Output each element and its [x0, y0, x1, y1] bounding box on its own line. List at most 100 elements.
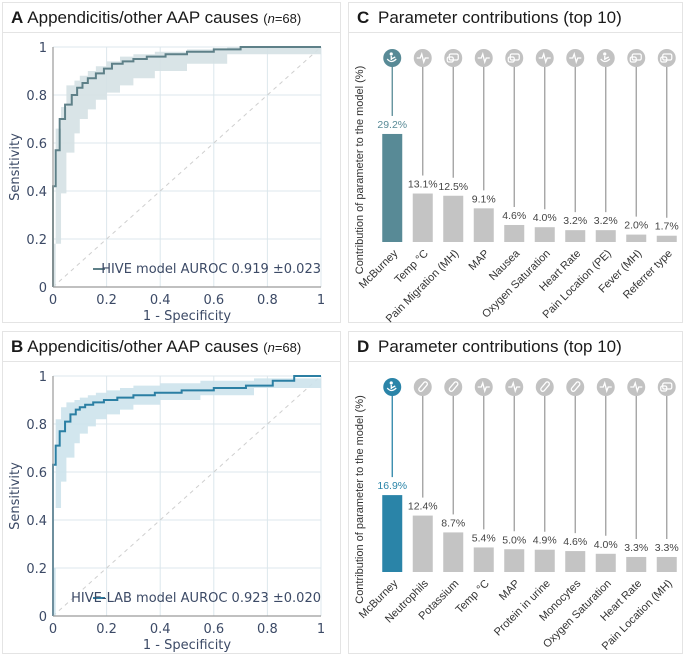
bar-value-label: 8.7% [441, 517, 465, 529]
roc-curve [52, 46, 321, 287]
sample-size: (n=68) [263, 11, 302, 26]
bar-value-label: 12.5% [438, 181, 468, 193]
x-tick-label: 0 [49, 293, 57, 308]
category-label: MAP [497, 578, 522, 603]
bar-value-label: 3.3% [655, 542, 679, 554]
bar-value-label: 5.4% [472, 532, 496, 544]
icon-glyph [660, 56, 668, 63]
bar [504, 224, 525, 242]
bar [443, 532, 464, 572]
lab-test-tube-icon [566, 378, 585, 396]
confidence-band [53, 376, 321, 616]
category-label: MAP [467, 248, 492, 273]
x-tick-label: 1 [317, 293, 325, 308]
panel-a-title: A Appendicitis/other AAP causes (n=68) [11, 8, 301, 28]
chart-title: Appendicitis/other AAP causes [27, 337, 259, 356]
bar [382, 133, 403, 242]
bar [504, 549, 525, 572]
y-tick-label: 0.8 [26, 418, 47, 433]
y-tick-label: 0.2 [26, 562, 47, 577]
y-tick-label: 0.6 [26, 137, 47, 152]
bar [382, 495, 403, 572]
icon-glyph [603, 52, 607, 56]
chance-diagonal [52, 375, 322, 617]
panel-b-header: B Appendicitis/other AAP causes (n=68) [3, 332, 340, 362]
panel-letter: B [11, 337, 24, 356]
lab-test-tube-icon [535, 378, 554, 396]
panel-letter: D [357, 337, 370, 356]
bar-value-label: 4.0% [594, 539, 618, 551]
panel-a: A Appendicitis/other AAP causes (n=68) 0 0… [2, 2, 341, 324]
bar-value-label: 29.2% [377, 119, 407, 131]
bar-group: 9.1% MAP [467, 49, 496, 273]
bar [565, 230, 586, 242]
panel-d: D Parameter contributions (top 10) Contr… [348, 331, 683, 654]
x-tick-label: 0.4 [150, 293, 171, 308]
icon-glyph [508, 380, 521, 394]
x-tick-label: 0.6 [203, 293, 224, 308]
icon-glyph [389, 381, 393, 385]
bar-value-label: 3.2% [563, 215, 587, 227]
bar [626, 234, 647, 242]
y-axis-title: Contribution of parameter to the model (… [354, 395, 366, 604]
legend-label: HIVE-LAB model AUROC 0.923 ±0.020 [71, 591, 321, 606]
bar-value-label: 13.1% [408, 179, 438, 191]
lab-test-tube-icon [413, 378, 432, 396]
panel-d-title: D Parameter contributions (top 10) [357, 337, 622, 357]
x-axis-title: 1 - Specificity [143, 638, 232, 653]
bar [412, 515, 433, 572]
icon-glyph [386, 56, 397, 63]
y-tick-label: 0 [39, 610, 47, 625]
chart-title: Appendicitis/other AAP causes [27, 8, 259, 27]
x-tick-label: 1 [317, 622, 325, 637]
bar [443, 195, 464, 242]
bar-value-label: 2.0% [624, 220, 648, 232]
chart-title: Parameter contributions (top 10) [378, 337, 622, 356]
bar-value-label: 3.3% [624, 542, 648, 554]
x-tick-label: 0.8 [257, 622, 278, 637]
icon-glyph [569, 51, 582, 65]
icon-glyph [446, 56, 454, 63]
bar-value-label: 5.0% [502, 534, 526, 546]
roc-chart-a: 0 0.2 0.4 0.6 0.8 1 0 0.2 0.4 0.6 0.8 1 1 - Specific… [8, 41, 325, 324]
y-tick-label: 0.4 [26, 185, 47, 200]
bar [473, 547, 494, 572]
panel-c-header: C Parameter contributions (top 10) [349, 3, 682, 33]
chart-title: Parameter contributions (top 10) [378, 8, 622, 27]
y-axis-title: Contribution of parameter to the model (… [354, 66, 366, 275]
icon-glyph [448, 381, 459, 392]
x-axis-title: 1 - Specificity [143, 309, 232, 324]
panel-d-header: D Parameter contributions (top 10) [349, 332, 682, 362]
bar [565, 551, 586, 572]
bar-value-label: 4.9% [533, 535, 557, 547]
panel-b: B Appendicitis/other AAP causes (n=68) 0 0… [2, 331, 341, 654]
icon-glyph [600, 56, 611, 63]
bar-group: 5.0% MAP [497, 378, 526, 603]
x-tick-label: 0.2 [96, 293, 117, 308]
panel-a-header: A Appendicitis/other AAP causes (n=68) [3, 3, 340, 33]
bar [595, 553, 616, 572]
bar-group: 4.6%Nausea [487, 49, 526, 283]
y-axis-title: Sensitivity [8, 133, 23, 201]
bar [412, 193, 433, 242]
category-label: Temp °C [453, 578, 491, 616]
icon-glyph [538, 51, 551, 65]
icon-glyph [416, 51, 429, 65]
icon-glyph [660, 385, 668, 392]
bar-chart-c: Contribution of parameter to the model (… [354, 49, 679, 325]
bar [534, 549, 555, 572]
icon-glyph [570, 381, 581, 392]
roc-curve [52, 375, 321, 616]
icon-glyph [389, 52, 393, 56]
icon-glyph [599, 380, 612, 394]
roc-chart-b: 0 0.2 0.4 0.6 0.8 1 0 0.2 0.4 0.6 0.8 1 1 - Specific… [8, 370, 325, 653]
chance-diagonal [52, 46, 322, 288]
bar [534, 227, 555, 242]
bar [656, 235, 677, 242]
y-axis-title: Sensitivity [8, 462, 23, 530]
bar-chart-d: Contribution of parameter to the model (… [354, 378, 679, 653]
panel-c-title: C Parameter contributions (top 10) [357, 8, 622, 28]
icon-glyph [418, 381, 428, 392]
panel-letter: A [11, 8, 24, 27]
icon-glyph [477, 51, 490, 65]
